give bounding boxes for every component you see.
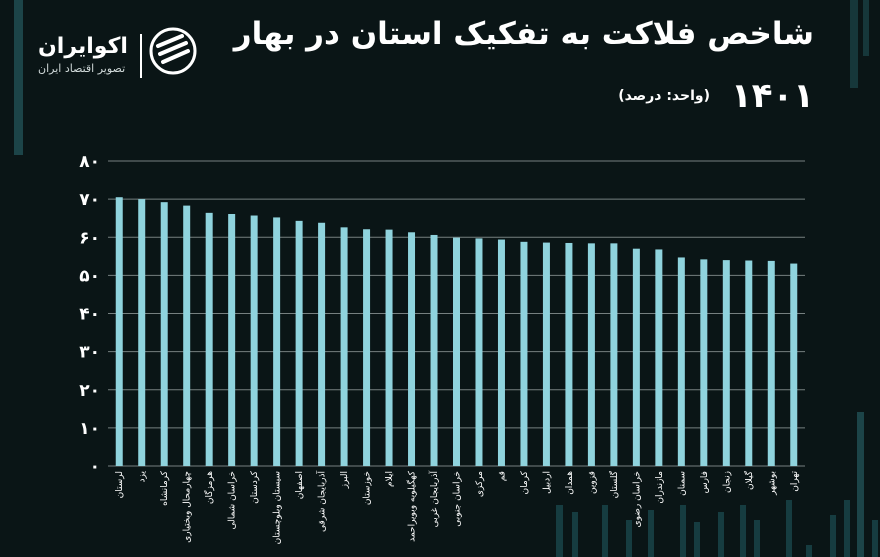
x-tick-label: البرز — [340, 471, 350, 489]
x-tick-label: خوزستان — [363, 471, 373, 505]
bar — [610, 243, 618, 466]
x-tick-label: یزد — [138, 471, 148, 483]
bar — [295, 220, 303, 466]
bar — [228, 213, 236, 466]
x-tick-label: فارس — [700, 471, 710, 493]
bar — [520, 241, 528, 466]
x-tick-label: خراسان جنوبی — [453, 471, 463, 527]
x-tick-label: گیلان — [743, 470, 755, 490]
bar — [587, 243, 595, 466]
chart-title: شاخص فلاکت به تفکیک استان در بهار — [233, 16, 814, 52]
x-tick-label: قزوین — [587, 471, 597, 494]
bar — [408, 232, 416, 466]
x-tick-label: لرستان — [115, 471, 125, 498]
bar — [340, 227, 348, 466]
bar — [115, 197, 123, 466]
y-tick-label: ۶۰ — [79, 228, 100, 248]
bar — [363, 229, 371, 466]
y-tick-label: ۵۰ — [79, 266, 100, 286]
bar — [565, 242, 573, 466]
bar — [430, 234, 438, 466]
x-tick-label: کردستان — [250, 470, 260, 504]
x-tick-label: هرمزگان — [203, 471, 215, 504]
x-tick-label: خراسان شمالی — [228, 471, 238, 530]
bar — [790, 263, 798, 466]
x-tick-label: مرکزی — [475, 471, 485, 497]
bar — [475, 238, 483, 466]
y-tick-label: ۳۰ — [79, 343, 100, 363]
x-tick-label: کرمان — [520, 470, 530, 494]
chart-year: ۱۴۰۱ — [730, 76, 814, 116]
y-tick-label: ۸۰ — [79, 152, 100, 172]
x-tick-label: مازندران — [655, 471, 665, 504]
x-tick-label: بوشهر — [767, 471, 777, 496]
y-tick-label: ۱۰ — [79, 419, 100, 439]
bar — [542, 242, 550, 466]
x-tick-label: کهگیلویه وبویراحمد — [406, 470, 418, 542]
logo-name: اکوایران — [38, 34, 128, 59]
x-tick-label: سمنان — [677, 471, 687, 496]
bar — [160, 202, 168, 467]
x-tick-label: اصفهان — [295, 471, 305, 499]
x-tick-label: سیستان وبلوچستان — [273, 471, 283, 544]
x-tick-label: زنجان — [722, 471, 732, 493]
x-tick-label: آذربایجان غربی — [428, 471, 440, 528]
bar — [273, 217, 281, 466]
bar — [497, 239, 505, 466]
bar — [632, 248, 640, 466]
x-tick-label: کرمانشاه — [160, 470, 170, 506]
bar — [138, 199, 146, 466]
x-tick-label: تهران — [790, 471, 800, 492]
bar — [318, 222, 326, 466]
x-tick-label: همدان — [565, 471, 575, 495]
bar — [205, 212, 213, 466]
bar — [385, 229, 393, 466]
x-tick-label: چهارمحال وبختیاری — [183, 471, 193, 543]
ecoiran-logo-icon — [149, 27, 197, 75]
x-tick-label: آذربایجان شرقی — [316, 471, 328, 532]
x-tick-label: ایلام — [385, 471, 395, 487]
x-tick-label: گلستان — [608, 470, 620, 498]
x-tick-label: قم — [497, 471, 507, 481]
x-tick-label: خراسان رضوی — [632, 471, 642, 527]
y-tick-label: ۲۰ — [79, 381, 100, 401]
bar — [700, 259, 708, 466]
y-tick-label: ۴۰ — [79, 305, 100, 325]
bar — [745, 260, 753, 466]
x-tick-label: اردبیل — [542, 471, 552, 494]
logo-divider — [140, 34, 142, 78]
bar — [767, 260, 775, 466]
y-tick-label: ۷۰ — [79, 190, 100, 210]
bar — [183, 205, 191, 466]
bar — [250, 215, 258, 466]
chart-unit: (واحد: درصد) — [618, 88, 710, 104]
bar — [677, 257, 685, 466]
logo-tagline: تصویر اقتصاد ایران — [38, 62, 126, 75]
bar — [453, 237, 460, 466]
y-tick-label: ۰ — [90, 457, 100, 477]
bar — [655, 249, 663, 466]
bar — [722, 260, 730, 466]
